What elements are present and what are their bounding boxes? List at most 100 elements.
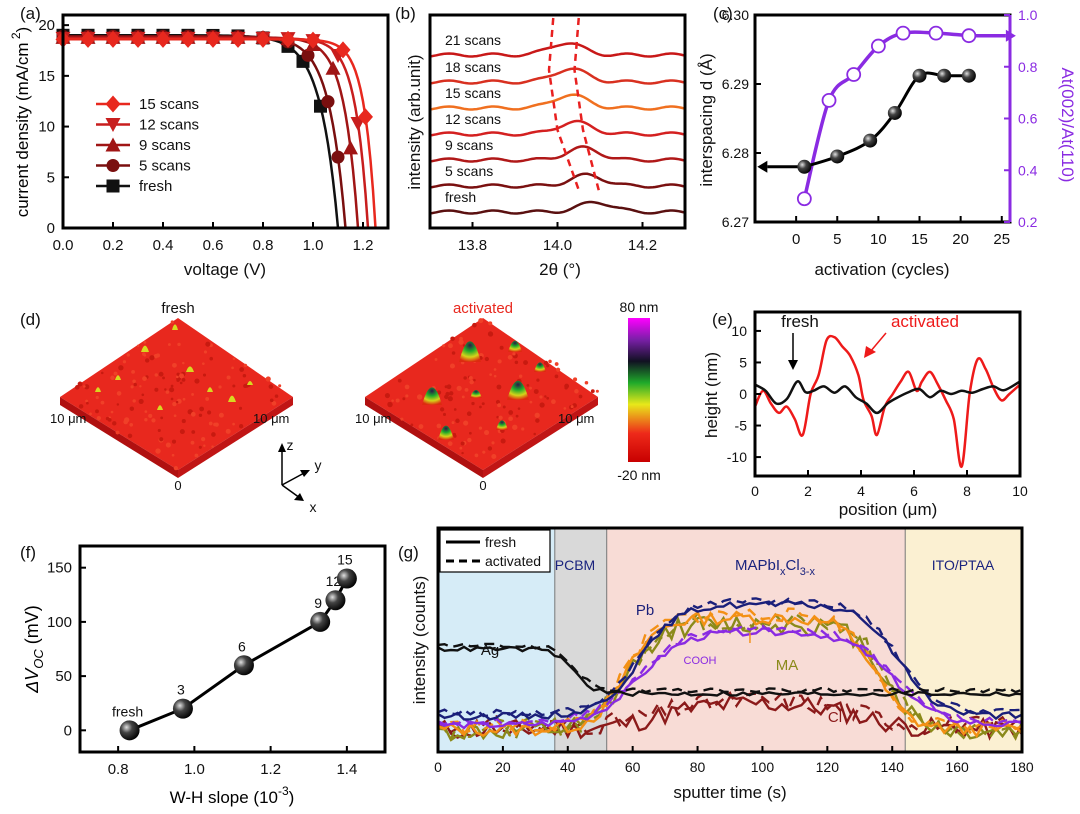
y-axis-label: ΔVOC (mV) bbox=[22, 605, 46, 694]
x-tick-label: 0 bbox=[434, 759, 442, 775]
afm-texture bbox=[232, 357, 236, 361]
afm-texture bbox=[203, 350, 208, 354]
afm-texture bbox=[507, 355, 513, 360]
afm-origin-label: 0 bbox=[174, 478, 181, 493]
species-label-ag: Ag bbox=[481, 642, 499, 659]
afm-texture bbox=[191, 430, 196, 434]
afm-texture bbox=[175, 400, 179, 404]
legend-label-fresh: fresh bbox=[485, 534, 516, 550]
region-label-part: MAPbI bbox=[735, 557, 780, 574]
afm-texture bbox=[89, 412, 92, 416]
afm-texture bbox=[182, 361, 185, 365]
afm-texture bbox=[574, 389, 579, 394]
legend-marker bbox=[106, 159, 120, 172]
afm-texture bbox=[181, 378, 186, 382]
ratio-point bbox=[821, 92, 837, 108]
label-activated: activated bbox=[891, 312, 959, 331]
x-tick-label: 1.0 bbox=[184, 761, 205, 778]
voc-point-label: 9 bbox=[314, 595, 322, 611]
afm-texture bbox=[474, 453, 479, 458]
afm-texture bbox=[269, 398, 274, 403]
afm-texture bbox=[232, 384, 236, 388]
afm-texture bbox=[478, 426, 483, 430]
afm-texture bbox=[512, 424, 518, 430]
jv-marker bbox=[205, 30, 221, 48]
panel-label-d: (d) bbox=[20, 310, 41, 329]
legend-label: fresh bbox=[139, 178, 172, 195]
afm-texture bbox=[402, 397, 406, 401]
afm-texture bbox=[523, 360, 528, 366]
colorbar bbox=[628, 318, 650, 462]
afm-texture bbox=[199, 406, 205, 412]
region-label-part: 3-x bbox=[800, 566, 816, 578]
afm-texture bbox=[151, 418, 156, 423]
y-tick-label: 5 bbox=[739, 354, 747, 370]
afm-texture bbox=[563, 407, 567, 410]
afm-peak bbox=[422, 387, 442, 405]
axis-z-arrow bbox=[278, 443, 286, 452]
y-axis-label-part: OC bbox=[31, 649, 46, 669]
x-axis-label-part: W-H slope (10 bbox=[170, 788, 278, 807]
y-axis-label-text: current density (mA/cm bbox=[13, 42, 32, 217]
afm-texture bbox=[462, 344, 466, 347]
afm-texture bbox=[77, 381, 83, 387]
afm-texture bbox=[384, 392, 390, 399]
x-tick-label: 1.0 bbox=[303, 237, 324, 254]
afm-texture bbox=[112, 421, 117, 426]
afm-texture bbox=[551, 399, 556, 405]
legend-marker bbox=[106, 179, 120, 193]
afm-texture bbox=[499, 345, 504, 350]
jv-marker bbox=[105, 30, 121, 48]
sims-trace-activated bbox=[437, 690, 1024, 738]
afm-peak bbox=[95, 387, 101, 392]
legend-marker bbox=[105, 137, 121, 152]
afm-texture bbox=[495, 399, 501, 405]
afm-texture bbox=[144, 418, 148, 422]
afm-texture bbox=[173, 465, 179, 471]
afm-texture bbox=[110, 375, 115, 381]
afm-texture bbox=[136, 344, 140, 348]
height-profile-activated bbox=[753, 334, 1021, 468]
afm-texture bbox=[165, 442, 171, 448]
colorbar-top-label: 80 nm bbox=[620, 299, 659, 315]
afm-texture bbox=[165, 390, 170, 394]
legend-label: 12 scans bbox=[139, 117, 199, 134]
afm-texture bbox=[170, 384, 174, 388]
afm-texture bbox=[116, 403, 120, 406]
afm-texture bbox=[521, 427, 525, 431]
afm-peak bbox=[115, 375, 121, 380]
afm-texture bbox=[274, 394, 279, 398]
plot-frame-a bbox=[61, 13, 390, 230]
afm-texture bbox=[493, 368, 497, 371]
interspacing-point bbox=[830, 149, 845, 164]
afm-texture bbox=[209, 356, 214, 361]
afm-texture bbox=[590, 389, 595, 394]
afm-texture bbox=[484, 429, 490, 436]
panel-label-g: (g) bbox=[398, 543, 419, 562]
plot-frame-g bbox=[436, 526, 1024, 754]
afm-texture bbox=[179, 429, 185, 435]
afm-texture bbox=[144, 358, 150, 363]
trace-label: fresh bbox=[445, 189, 476, 205]
afm-texture bbox=[554, 362, 559, 366]
afm-texture bbox=[95, 409, 99, 414]
y2-tick-label: 1.0 bbox=[1018, 7, 1038, 23]
afm-texture bbox=[459, 446, 463, 450]
x-tick-label: 60 bbox=[625, 759, 641, 775]
axis-y-label: y bbox=[315, 457, 322, 473]
afm-texture bbox=[519, 374, 523, 378]
y-tick-label: 10 bbox=[731, 323, 747, 339]
afm-texture bbox=[100, 400, 105, 405]
y2-tick-label: 0.6 bbox=[1018, 111, 1038, 127]
y2-tick-label: 0.2 bbox=[1018, 214, 1038, 230]
afm-texture bbox=[458, 339, 464, 345]
y-tick-label: 5 bbox=[47, 169, 55, 186]
afm-texture bbox=[198, 445, 202, 449]
y-axis-label: current density (mA/cm 2) bbox=[9, 27, 32, 217]
afm-texture bbox=[418, 424, 424, 429]
afm-texture bbox=[173, 414, 177, 418]
x-tick-label: 0.6 bbox=[203, 237, 224, 254]
y-axis-label: interspacing d (Å) bbox=[697, 53, 716, 186]
afm-texture bbox=[190, 411, 196, 417]
